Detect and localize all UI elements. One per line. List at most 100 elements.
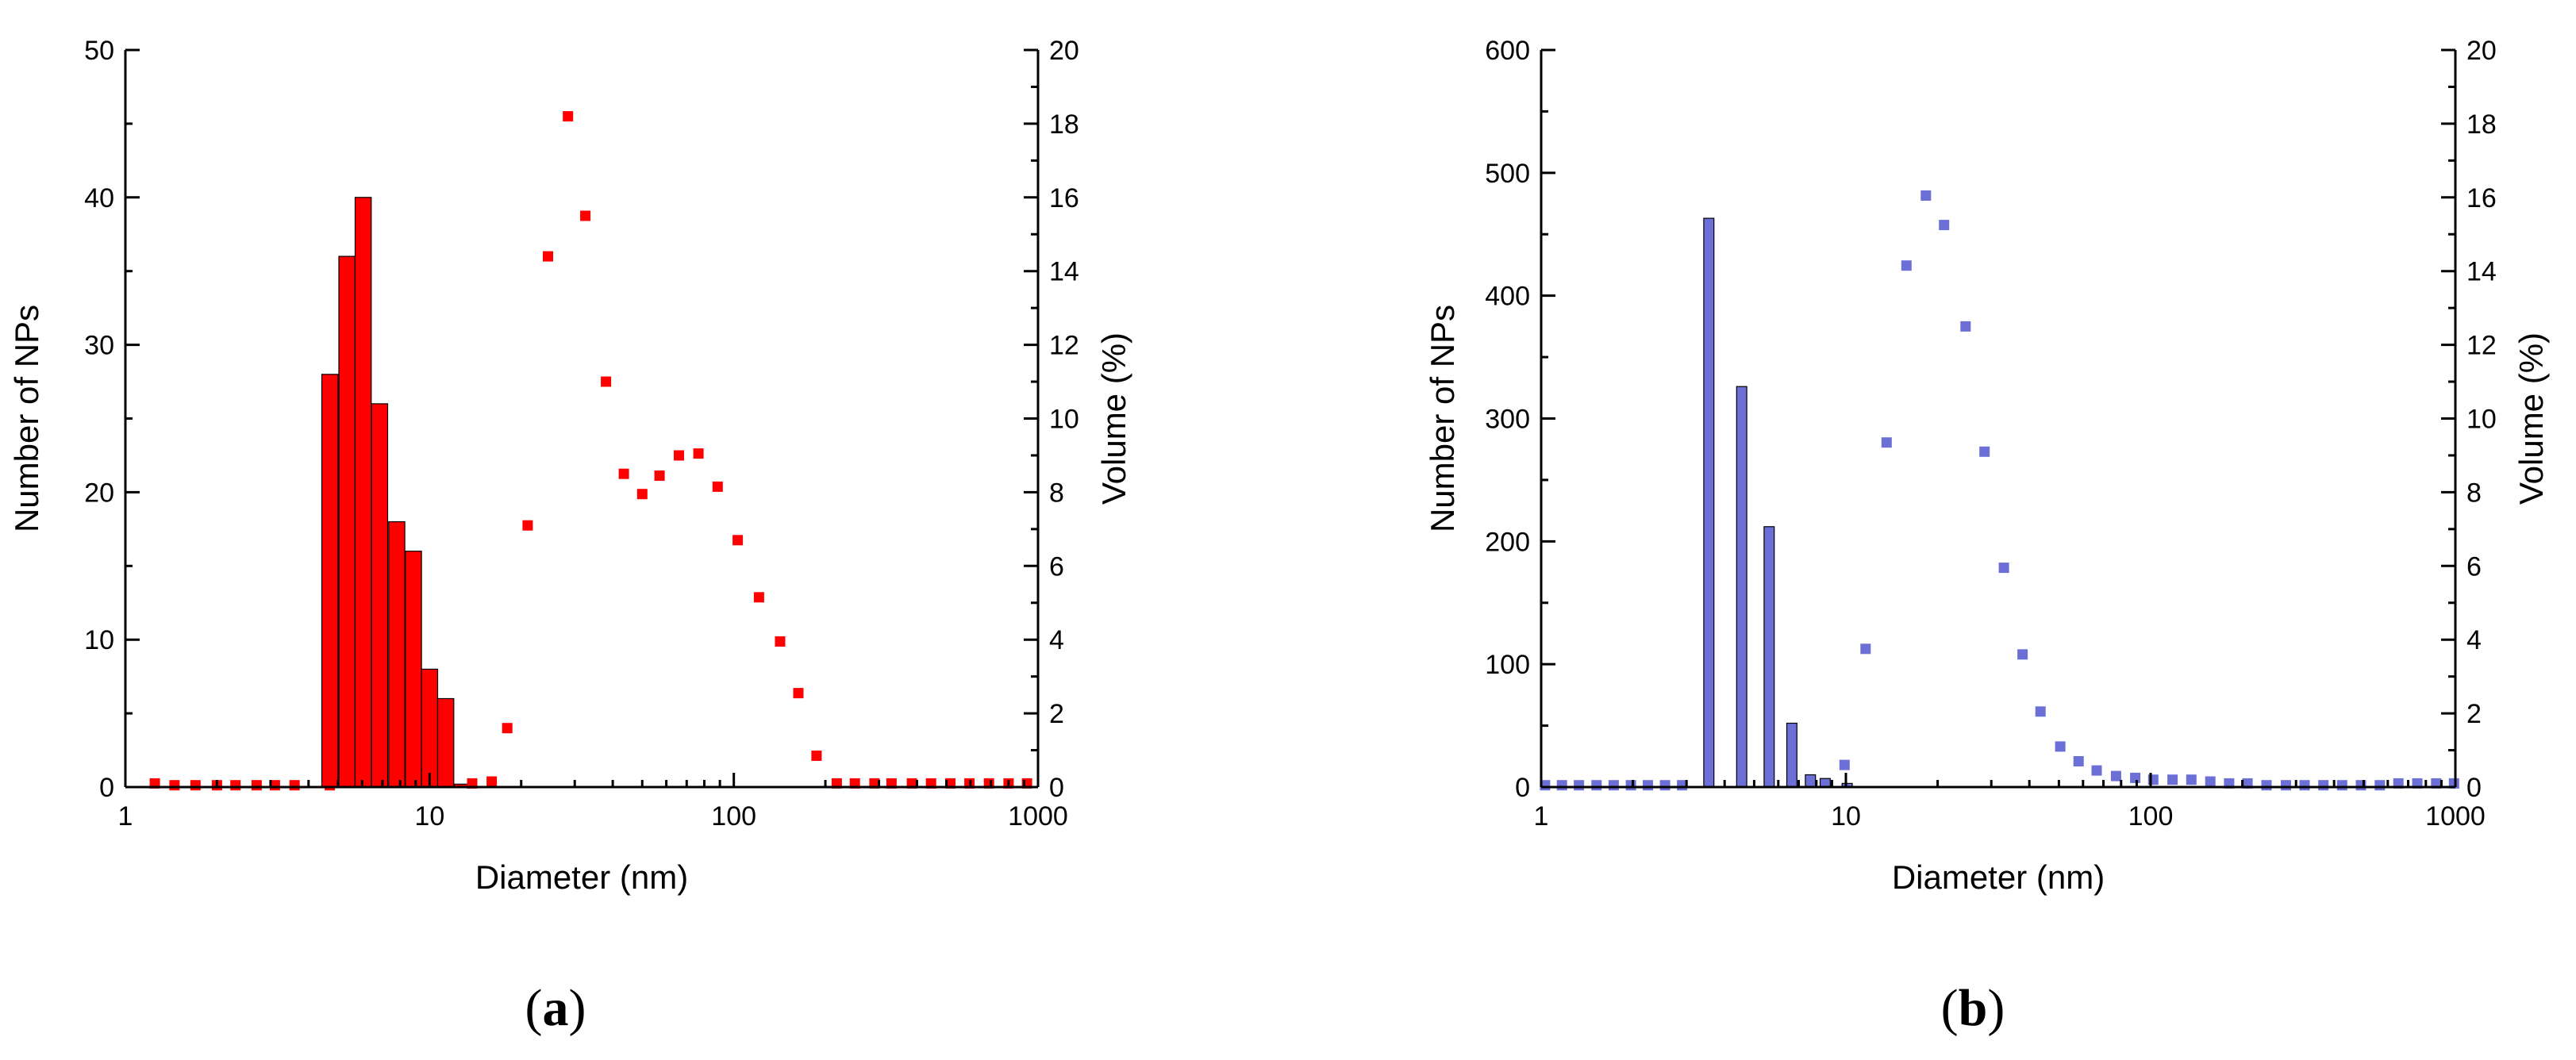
y2-tick-label: 18 bbox=[2466, 109, 2497, 140]
y2-tick-label: 0 bbox=[2466, 773, 2482, 803]
y2-tick-label: 4 bbox=[2466, 625, 2482, 655]
volume-point bbox=[1643, 780, 1653, 791]
volume-point bbox=[636, 489, 648, 500]
histogram-bar bbox=[1819, 778, 1831, 788]
volume-point bbox=[1659, 780, 1671, 791]
y2-tick-label: 2 bbox=[2466, 699, 2482, 729]
y-tick-label: 300 bbox=[1485, 405, 1530, 435]
panel-a-chart: 1 10 100 10000102030405002468101214161820Di… bbox=[8, 36, 1132, 896]
y-tick-label: 200 bbox=[1485, 527, 1530, 557]
histogram-bar bbox=[436, 697, 455, 788]
volume-point bbox=[289, 780, 300, 791]
y-tick-label: 10 bbox=[84, 625, 114, 655]
y-tick-label: 500 bbox=[1485, 159, 1530, 189]
y2-tick-label: 20 bbox=[1049, 36, 1079, 66]
volume-point bbox=[2374, 780, 2386, 791]
volume-point bbox=[1881, 437, 1892, 448]
histogram-bar bbox=[421, 668, 439, 788]
volume-point bbox=[486, 776, 498, 787]
volume-point bbox=[732, 535, 744, 546]
y2-tick-label: 16 bbox=[2466, 183, 2497, 213]
volume-point bbox=[2205, 776, 2216, 787]
x-tick-label: 10 bbox=[414, 801, 444, 831]
panel-b-chart: 1 10 100 1000010020030040050060002468101214… bbox=[1424, 36, 2550, 896]
volume-point bbox=[1920, 190, 1932, 201]
histogram-bar bbox=[405, 551, 422, 788]
volume-point bbox=[753, 592, 764, 603]
y-tick-label: 20 bbox=[84, 478, 114, 508]
volume-point bbox=[712, 481, 723, 492]
histogram-bar bbox=[388, 520, 406, 788]
volume-point bbox=[811, 751, 822, 761]
y2-tick-label: 4 bbox=[1049, 625, 1064, 655]
volume-point bbox=[775, 636, 786, 647]
y2-tick-label: 20 bbox=[2466, 36, 2497, 66]
y-tick-label: 40 bbox=[84, 183, 114, 213]
y2-tick-label: 10 bbox=[1049, 405, 1079, 435]
y2-axis-title: Volume (%) bbox=[1095, 332, 1132, 505]
volume-point bbox=[618, 468, 629, 479]
volume-point bbox=[2318, 780, 2329, 791]
volume-point bbox=[2073, 756, 2084, 766]
volume-point bbox=[2035, 706, 2046, 717]
y-tick-label: 100 bbox=[1485, 650, 1530, 680]
x-tick-label: 10 bbox=[1831, 801, 1861, 831]
x-axis-title: Diameter (nm) bbox=[1892, 858, 2105, 896]
volume-point bbox=[169, 780, 180, 791]
volume-point bbox=[1860, 643, 1871, 655]
volume-point bbox=[580, 210, 591, 221]
volume-point bbox=[1591, 780, 1602, 791]
volume-point bbox=[601, 376, 612, 387]
volume-point bbox=[502, 723, 513, 734]
y-tick-label: 400 bbox=[1485, 282, 1530, 312]
volume-point bbox=[2186, 774, 2197, 785]
volume-point bbox=[2261, 780, 2272, 791]
volume-point bbox=[1960, 321, 1971, 332]
x-tick-label: 100 bbox=[2128, 801, 2174, 831]
volume-point bbox=[563, 111, 574, 122]
y2-tick-label: 18 bbox=[1049, 109, 1079, 140]
y2-tick-label: 8 bbox=[2466, 478, 2482, 508]
volume-point bbox=[1939, 220, 1950, 231]
volume-point bbox=[2017, 649, 2028, 660]
volume-point bbox=[2055, 741, 2066, 752]
panel-b-label: (b) bbox=[1941, 979, 2005, 1037]
y2-tick-label: 14 bbox=[2466, 257, 2497, 287]
histogram-bar bbox=[371, 403, 389, 788]
y2-tick-label: 12 bbox=[2466, 331, 2497, 361]
y-axis-title: Number of NPs bbox=[1424, 305, 1461, 532]
volume-point bbox=[325, 780, 336, 791]
volume-point bbox=[543, 251, 553, 262]
volume-point bbox=[793, 688, 804, 699]
histogram-bar bbox=[1736, 386, 1747, 788]
volume-point bbox=[2110, 770, 2121, 782]
y2-tick-label: 8 bbox=[1049, 478, 1064, 508]
histogram-bar bbox=[1763, 526, 1775, 788]
histogram-bar bbox=[1805, 774, 1817, 788]
y-tick-label: 0 bbox=[1515, 773, 1530, 803]
volume-point bbox=[693, 448, 704, 459]
x-tick-label: 1000 bbox=[2425, 801, 2486, 831]
volume-point bbox=[2281, 780, 2291, 791]
histogram-bar bbox=[1703, 217, 1715, 788]
volume-point bbox=[1608, 780, 1619, 791]
volume-point bbox=[2299, 780, 2310, 791]
y-axis-title: Number of NPs bbox=[8, 305, 45, 532]
y-tick-label: 0 bbox=[99, 773, 114, 803]
y2-tick-label: 10 bbox=[2466, 405, 2497, 435]
y2-tick-label: 6 bbox=[2466, 551, 2482, 582]
volume-point bbox=[1979, 446, 1990, 457]
volume-point bbox=[654, 470, 665, 481]
volume-point bbox=[251, 780, 262, 791]
y-tick-label: 600 bbox=[1485, 36, 1530, 66]
y2-tick-label: 2 bbox=[1049, 699, 1064, 729]
volume-point bbox=[1998, 563, 2009, 574]
volume-point bbox=[1625, 780, 1636, 791]
volume-point bbox=[190, 780, 201, 791]
y-tick-label: 30 bbox=[84, 331, 114, 361]
histogram-bar bbox=[321, 374, 339, 788]
x-tick-label: 1000 bbox=[1008, 801, 1068, 831]
histogram-bar bbox=[1786, 722, 1797, 788]
histogram-bar bbox=[354, 197, 372, 788]
